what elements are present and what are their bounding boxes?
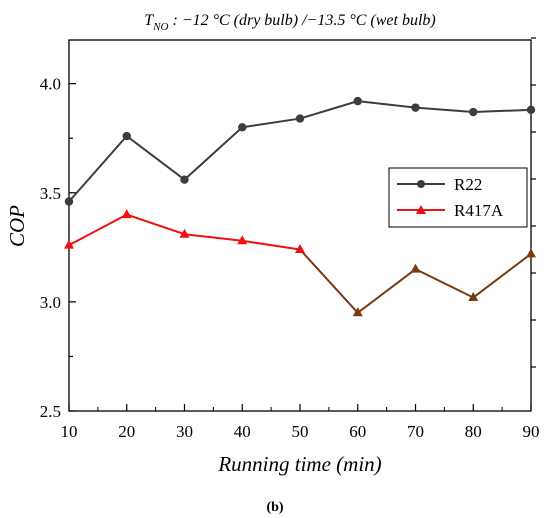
y-tick-label: 2.5 bbox=[40, 402, 61, 421]
x-tick-label: 30 bbox=[176, 422, 193, 441]
data-point bbox=[238, 123, 247, 132]
chart-title: TNO : −12 °C (dry bulb) /−13.5 °C (wet b… bbox=[144, 12, 435, 33]
series-line-segment bbox=[473, 108, 532, 114]
x-tick-label: 50 bbox=[292, 422, 309, 441]
x-axis-label: Running time (min) bbox=[217, 452, 381, 476]
series-line-segment bbox=[472, 253, 532, 299]
data-point bbox=[237, 235, 248, 245]
data-point bbox=[526, 105, 536, 115]
data-point bbox=[526, 248, 536, 258]
series-line-segment bbox=[357, 268, 417, 314]
x-tick-label: 20 bbox=[118, 422, 135, 441]
series-line-segment bbox=[183, 126, 243, 181]
x-tick-label: 70 bbox=[407, 422, 424, 441]
series-line-segment bbox=[126, 213, 185, 236]
series-line-segment bbox=[242, 117, 301, 129]
data-point bbox=[410, 263, 421, 273]
data-point bbox=[64, 197, 74, 206]
data-point bbox=[295, 114, 305, 123]
y-tick-label: 3.0 bbox=[40, 293, 61, 312]
data-point bbox=[179, 228, 190, 238]
x-tick-labels: 10 20 30 40 50 60 70 80 90 bbox=[61, 422, 540, 441]
series-line-segment bbox=[415, 268, 474, 299]
title-subscript: NO bbox=[152, 21, 168, 33]
x-tick-label: 60 bbox=[349, 422, 366, 441]
series-line-segment bbox=[126, 135, 186, 181]
series-line-segment bbox=[357, 100, 416, 109]
title-rest: : −12 °C (dry bulb) /−13.5 °C (wet bulb) bbox=[168, 12, 435, 29]
data-point bbox=[180, 175, 189, 184]
y-tick-label: 3.5 bbox=[40, 184, 61, 203]
series-line-segment bbox=[242, 239, 301, 251]
series-line-segment bbox=[184, 233, 243, 242]
series-line-segment bbox=[299, 100, 359, 120]
y-tick-label: 4.0 bbox=[40, 75, 61, 94]
legend: R22 R417A bbox=[388, 167, 528, 228]
data-point bbox=[122, 131, 131, 141]
legend-label-r417a: R417A bbox=[454, 201, 504, 220]
legend-item-r22: R22 bbox=[397, 175, 482, 194]
legend-item-r417a: R417A bbox=[397, 201, 504, 220]
data-point bbox=[64, 239, 74, 249]
legend-label-r22: R22 bbox=[454, 175, 482, 194]
y-axis-label: COP bbox=[5, 205, 29, 247]
series-layer bbox=[64, 96, 536, 317]
data-point bbox=[353, 96, 362, 106]
x-tick-label: 90 bbox=[523, 422, 540, 441]
series-r417a bbox=[64, 209, 536, 317]
series-line-segment bbox=[415, 106, 474, 114]
data-point bbox=[411, 103, 420, 112]
x-tick-label: 80 bbox=[465, 422, 482, 441]
legend-marker-r22 bbox=[417, 180, 425, 188]
series-line-segment bbox=[299, 248, 359, 314]
series-line-segment bbox=[68, 135, 128, 203]
legend-box bbox=[388, 167, 528, 228]
y-tick-labels: 2.5 3.0 3.5 4.0 bbox=[40, 75, 61, 421]
title-symbol: T bbox=[144, 12, 154, 29]
data-point bbox=[352, 307, 363, 317]
series-line-segment bbox=[68, 213, 128, 247]
data-point bbox=[295, 244, 305, 254]
x-tick-label: 40 bbox=[234, 422, 251, 441]
series-r22 bbox=[64, 96, 536, 206]
x-tick-label: 10 bbox=[61, 422, 78, 441]
legend-marker-r417a bbox=[416, 205, 426, 214]
data-point bbox=[468, 292, 479, 302]
axis-ticks bbox=[68, 37, 536, 412]
figure-caption: (b) bbox=[266, 500, 283, 515]
data-point bbox=[469, 107, 478, 117]
data-point bbox=[121, 209, 132, 219]
